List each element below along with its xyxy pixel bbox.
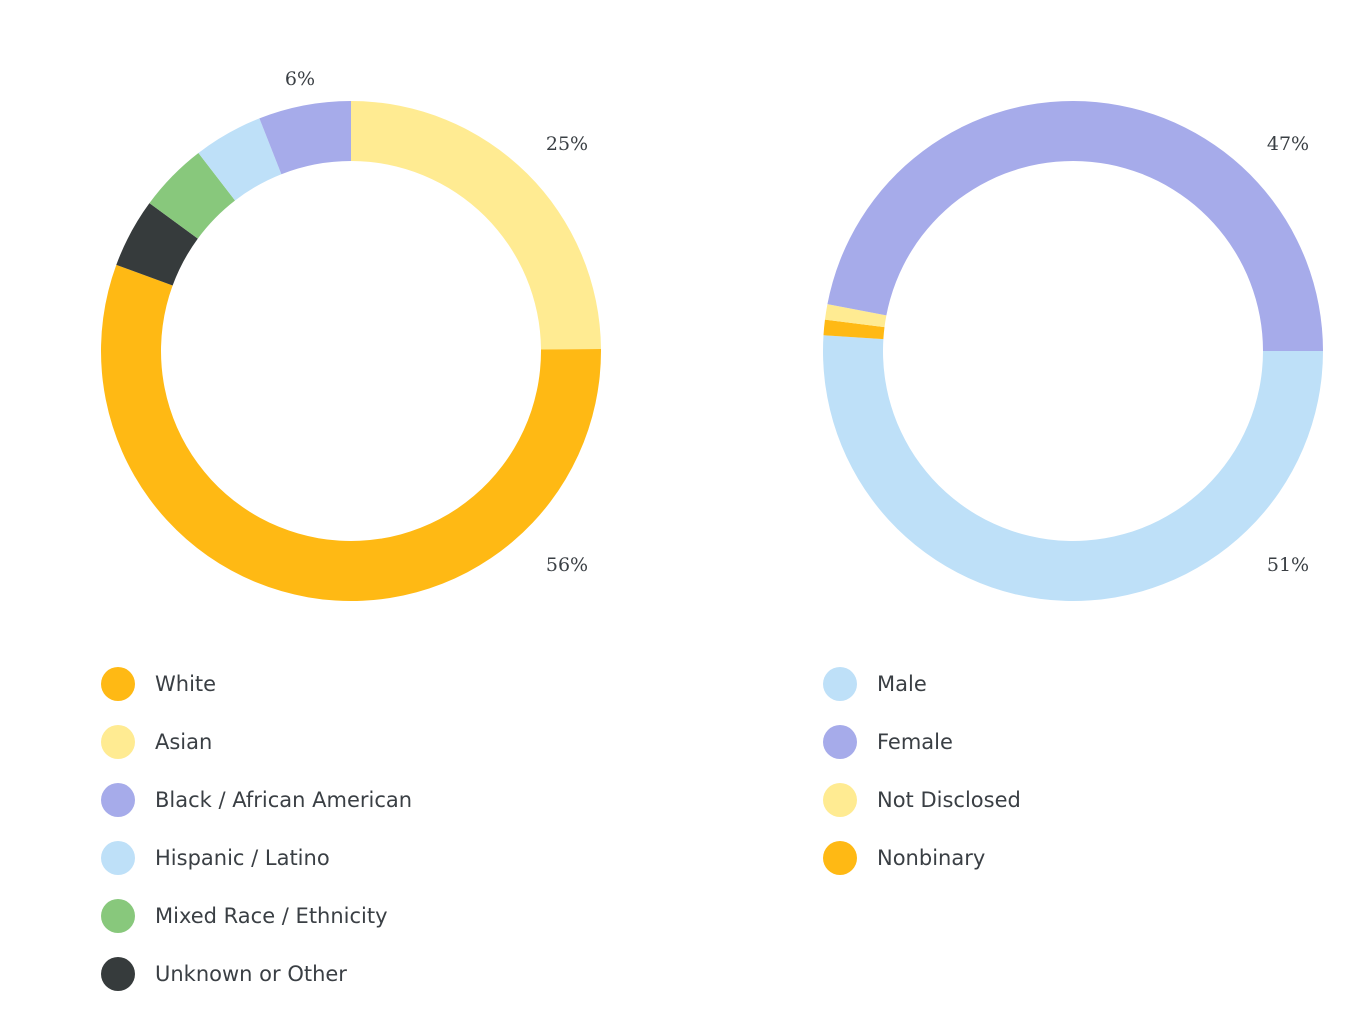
data-label-black-african-american: 6%: [285, 68, 315, 90]
legend-label: Nonbinary: [877, 846, 986, 870]
slice-unknown-or-other: [116, 203, 198, 286]
legend-swatch: [101, 841, 135, 875]
legend-label: Asian: [155, 730, 213, 754]
legend-label: Female: [877, 730, 953, 754]
legend-swatch: [823, 667, 857, 701]
legend-swatch: [101, 667, 135, 701]
data-label-asian: 25%: [546, 133, 588, 155]
legend-label: Mixed Race / Ethnicity: [155, 904, 388, 928]
legend-label: White: [155, 672, 217, 696]
legend-item-hispanic-latino: Hispanic / Latino: [101, 841, 412, 899]
slice-mixed-race-ethnicity: [149, 152, 236, 239]
legend-swatch: [101, 725, 135, 759]
legend-item-unknown-or-other: Unknown or Other: [101, 957, 412, 1015]
slice-hispanic-latino: [198, 118, 282, 201]
legend-label: Hispanic / Latino: [155, 846, 330, 870]
legend-item-male: Male: [823, 667, 1021, 725]
legend-swatch: [101, 783, 135, 817]
legend-swatch: [823, 725, 857, 759]
donut-charts: 25% 56% 6% 51% 47%: [101, 68, 1323, 601]
legend-label: Black / African American: [155, 788, 413, 812]
ethnicity-donut-chart: 25% 56% 6%: [101, 68, 602, 601]
slice-black-african-american: [259, 101, 351, 175]
ethnicity-legend: White Asian Black / African American Hispan…: [101, 667, 412, 1015]
slice-nonbinary: [823, 319, 885, 340]
legend-label: Not Disclosed: [877, 788, 1021, 812]
legend-label: Unknown or Other: [155, 962, 347, 986]
slice-not-disclosed: [824, 304, 887, 328]
legend-item-white: White: [101, 667, 412, 725]
legend-item-asian: Asian: [101, 725, 412, 783]
slice-white: [101, 264, 602, 601]
legend-swatch: [823, 841, 857, 875]
legend-item-female: Female: [823, 725, 1021, 783]
gender-donut-chart: 51% 47%: [823, 100, 1323, 601]
slice-male: [823, 335, 1323, 601]
legend-item-mixed-race-ethnicity: Mixed Race / Ethnicity: [101, 899, 412, 957]
slice-asian: [351, 101, 601, 350]
legend-label: Male: [877, 672, 927, 696]
slice-female: [827, 100, 1323, 352]
data-label-male: 51%: [1267, 554, 1309, 576]
legend-swatch: [823, 783, 857, 817]
legend-item-not-disclosed: Not Disclosed: [823, 783, 1021, 841]
data-label-female: 47%: [1267, 133, 1309, 155]
data-label-white: 56%: [546, 554, 588, 576]
gender-legend: Male Female Not Disclosed Nonbinary: [823, 667, 1021, 899]
legend-item-nonbinary: Nonbinary: [823, 841, 1021, 899]
legend-swatch: [101, 957, 135, 991]
legend-swatch: [101, 899, 135, 933]
legend-item-black-african-american: Black / African American: [101, 783, 412, 841]
